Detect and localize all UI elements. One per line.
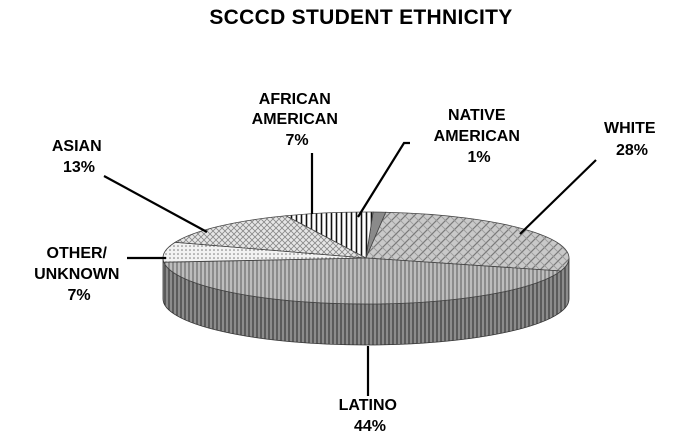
pie-slice-white <box>365 211 570 272</box>
label-latino-line1: LATINO <box>339 397 397 414</box>
label-african-percent: 7% <box>285 132 308 149</box>
pie-slice-asian <box>174 215 367 259</box>
label-other-line1: OTHER/ <box>47 245 108 262</box>
label-white-percent: 28% <box>616 142 648 159</box>
pie-slice-latino <box>163 257 562 305</box>
leader-lines <box>103 141 597 396</box>
chart-title: SCCCD STUDENT ETHNICITY <box>209 6 512 29</box>
label-african-line1: AFRICAN <box>259 91 331 108</box>
label-other-percent: 7% <box>67 287 90 304</box>
label-other-line2: UNKNOWN <box>34 266 119 283</box>
pie-slices <box>162 211 570 305</box>
leader-line-white <box>519 159 597 235</box>
label-asian-percent: 13% <box>63 159 95 176</box>
label-white-line1: WHITE <box>604 120 656 137</box>
label-asian: ASIAN 13% <box>52 138 106 176</box>
leader-line-asian <box>103 175 208 233</box>
label-latino-percent: 44% <box>354 418 386 435</box>
label-asian-line1: ASIAN <box>52 138 102 155</box>
label-native: NATIVE AMERICAN 1% <box>434 107 525 166</box>
label-latino: LATINO 44% <box>339 397 402 435</box>
label-other: OTHER/ UNKNOWN 7% <box>34 245 124 304</box>
label-native-percent: 1% <box>467 149 490 166</box>
leader-line-native <box>357 141 410 218</box>
label-african-line2: AMERICAN <box>252 111 338 128</box>
label-white: WHITE 28% <box>604 120 660 159</box>
label-african: AFRICAN AMERICAN 7% <box>252 91 343 149</box>
label-native-line2: AMERICAN <box>434 128 520 145</box>
pie-slice-african <box>284 211 374 259</box>
label-native-line1: NATIVE <box>448 107 506 124</box>
